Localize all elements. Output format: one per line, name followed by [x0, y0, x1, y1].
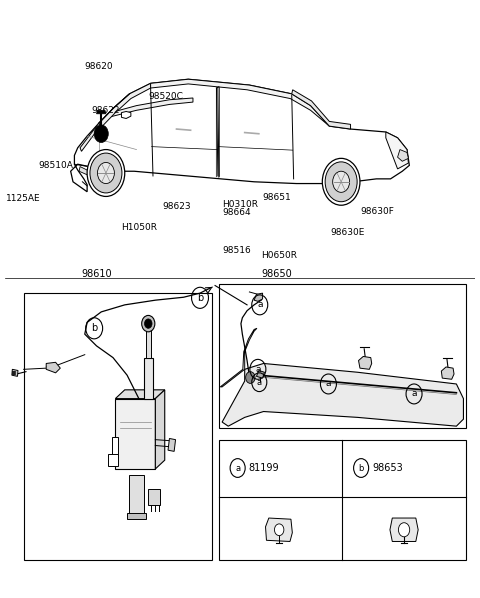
Polygon shape	[168, 438, 176, 451]
Polygon shape	[265, 518, 292, 541]
Text: 98520C: 98520C	[148, 92, 183, 101]
Text: 98620: 98620	[84, 62, 113, 71]
Text: H0310R: H0310R	[222, 200, 258, 209]
Circle shape	[325, 162, 357, 202]
Circle shape	[97, 163, 114, 184]
Circle shape	[87, 150, 125, 197]
Polygon shape	[12, 370, 18, 376]
Text: 98630E: 98630E	[331, 228, 365, 237]
Text: a: a	[257, 300, 263, 309]
Polygon shape	[46, 362, 60, 373]
Text: b: b	[91, 324, 97, 333]
Circle shape	[90, 153, 122, 193]
Text: 98651: 98651	[263, 193, 291, 202]
Text: 98622: 98622	[91, 106, 120, 115]
Polygon shape	[112, 437, 118, 457]
Text: 98650: 98650	[261, 269, 292, 279]
Polygon shape	[115, 399, 156, 469]
Text: H1050R: H1050R	[121, 223, 157, 232]
Bar	[219, 285, 466, 428]
Polygon shape	[148, 489, 160, 505]
Polygon shape	[254, 293, 263, 301]
Polygon shape	[121, 111, 131, 118]
Polygon shape	[127, 513, 146, 518]
Circle shape	[142, 315, 155, 332]
Text: a: a	[255, 365, 261, 374]
Polygon shape	[96, 110, 106, 114]
Text: 98630F: 98630F	[360, 206, 394, 216]
Text: 98510A: 98510A	[39, 161, 73, 170]
Polygon shape	[220, 328, 257, 387]
Polygon shape	[108, 454, 118, 466]
Polygon shape	[130, 475, 144, 516]
Text: 98653: 98653	[372, 463, 403, 473]
Text: b: b	[197, 293, 203, 303]
Polygon shape	[156, 390, 165, 469]
Text: 98664: 98664	[222, 208, 251, 217]
Text: a: a	[257, 378, 262, 387]
Polygon shape	[222, 364, 464, 426]
Circle shape	[246, 372, 255, 383]
Text: 81199: 81199	[249, 463, 279, 473]
Circle shape	[144, 319, 152, 328]
Polygon shape	[292, 90, 350, 129]
Circle shape	[333, 171, 349, 193]
Text: H0650R: H0650R	[261, 251, 297, 260]
Polygon shape	[441, 367, 454, 379]
Polygon shape	[151, 80, 329, 126]
Polygon shape	[386, 132, 408, 169]
Bar	[24, 293, 212, 560]
Text: 98516: 98516	[223, 246, 252, 255]
Polygon shape	[397, 150, 408, 161]
Polygon shape	[390, 518, 418, 541]
Text: a: a	[235, 463, 240, 472]
Polygon shape	[71, 80, 409, 192]
Circle shape	[323, 158, 360, 205]
Polygon shape	[99, 83, 151, 127]
Polygon shape	[359, 356, 372, 370]
Circle shape	[275, 524, 284, 536]
Polygon shape	[115, 390, 165, 399]
Polygon shape	[144, 358, 153, 399]
Polygon shape	[146, 325, 151, 358]
Text: a: a	[326, 380, 331, 389]
Text: a: a	[411, 389, 417, 398]
Polygon shape	[80, 98, 193, 151]
Polygon shape	[256, 371, 264, 378]
Polygon shape	[79, 167, 94, 176]
Circle shape	[398, 523, 410, 537]
Text: b: b	[359, 463, 364, 472]
Bar	[219, 440, 466, 560]
Text: 98623: 98623	[162, 202, 191, 211]
Circle shape	[94, 125, 108, 142]
Text: 98610: 98610	[81, 269, 112, 279]
Text: 1125AE: 1125AE	[6, 194, 41, 203]
